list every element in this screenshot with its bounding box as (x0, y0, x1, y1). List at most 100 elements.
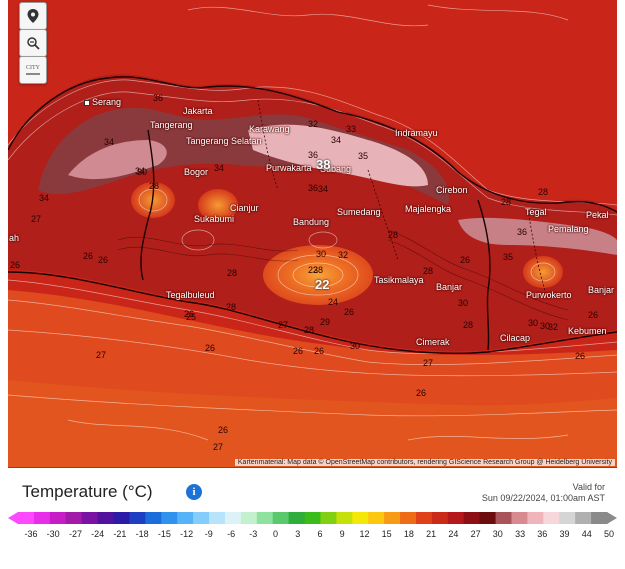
hot-core-west (68, 140, 167, 180)
isotherm-label: 26 (460, 255, 471, 265)
locate-button[interactable] (19, 2, 47, 30)
isotherm-label: 28 (423, 266, 434, 276)
isotherm-label: 35 (358, 151, 369, 161)
city-subang[interactable]: Subang (320, 164, 352, 174)
city-tegal[interactable]: Tegal (525, 207, 547, 217)
city-label-icon: CITY (26, 65, 40, 71)
temperature-map[interactable]: CITY Serang Jakarta Tangerang Tangerang … (8, 0, 617, 468)
isotherm-label: 26 (184, 309, 195, 319)
isotherm-label-min: 22 (315, 277, 330, 292)
scale-swatch (352, 512, 369, 524)
scale-swatch (447, 512, 465, 524)
scale-swatch (256, 512, 274, 524)
city-tangerang[interactable]: Tangerang (150, 120, 193, 130)
city-banjarnegara[interactable]: Banjar (588, 285, 615, 295)
isotherm-label: 36 (308, 183, 319, 193)
scale-swatch (81, 512, 99, 524)
city-purwokerto[interactable]: Purwokerto (526, 290, 572, 300)
isotherm-label: 25 (186, 312, 197, 322)
scale-tick-label: 36 (537, 529, 548, 539)
scale-tick-label: 0 (272, 529, 279, 539)
city-serang[interactable]: Serang (84, 97, 121, 107)
city-label-icon-bar (26, 73, 40, 75)
isotherm-label: 27 (423, 358, 434, 368)
admin-borders (8, 76, 617, 354)
city-cirebon[interactable]: Cirebon (436, 185, 468, 195)
scale-swatch (113, 512, 130, 524)
scale-swatch (415, 512, 433, 524)
zoom-out-button[interactable] (19, 29, 47, 57)
scale-tick-label: -21 (113, 529, 127, 539)
sea-south-outer (8, 380, 617, 467)
cool-zone-purwokerto (523, 256, 563, 288)
map-attribution[interactable]: Kartenmaterial: Map data © OpenStreetMap… (234, 459, 615, 466)
scale-swatch (209, 512, 226, 524)
city-bogor[interactable]: Bogor (184, 167, 209, 177)
isotherm-label: 30 (528, 318, 539, 328)
city-jakarta[interactable]: Jakarta (183, 106, 213, 116)
map-canvas[interactable] (8, 0, 617, 467)
scale-tick-label: 39 (559, 529, 570, 539)
scale-tick-label: -6 (227, 529, 236, 539)
hot-core-north (248, 124, 428, 187)
scale-swatch (320, 512, 337, 524)
scale-tick-label: -9 (204, 529, 213, 539)
isotherm-label: 36 (308, 150, 319, 160)
scale-tick-label: -12 (180, 529, 194, 539)
cool-zone-cianjur (198, 189, 238, 221)
scale-swatch (193, 512, 210, 524)
scale-swatch (463, 512, 481, 524)
city-kebumen[interactable]: Kebumen (568, 326, 607, 336)
city-toggle-button[interactable]: CITY (19, 56, 47, 84)
city-purwakarta[interactable]: Purwakarta (266, 163, 312, 173)
scale-swatch (527, 512, 544, 524)
city-cilacap[interactable]: Cilacap (500, 333, 531, 343)
city-tangerang-selatan[interactable]: Tangerang Selatan (186, 136, 262, 146)
city-banjar[interactable]: Banjar (436, 282, 463, 292)
scale-swatch (97, 512, 115, 524)
valid-for-label: Valid for (572, 482, 605, 492)
city-pemalang[interactable]: Pemalang (548, 224, 589, 234)
isotherm-label: 30 (540, 321, 551, 331)
isotherm-label: 24 (328, 297, 339, 307)
city-cimerak[interactable]: Cimerak (416, 337, 450, 347)
city-majalengka[interactable]: Majalengka (405, 204, 452, 214)
city-edge-west[interactable]: ah (9, 233, 20, 243)
scale-tick-label: -36 (24, 529, 38, 539)
isotherm-label: 36 (153, 93, 164, 103)
city-tasikmalaya[interactable]: Tasikmalaya (374, 275, 424, 285)
city-cianjur[interactable]: Cianjur (230, 203, 259, 213)
isotherm-label: 28 (304, 325, 315, 335)
city-tegalbuleud[interactable]: Tegalbuleud (166, 290, 215, 300)
city-pekalongan[interactable]: Pekal (586, 210, 609, 220)
isotherm-label: 30 (350, 341, 361, 351)
scale-tick-label: -24 (91, 529, 105, 539)
isotherm-label: 34 (331, 135, 342, 145)
scale-swatch (304, 512, 321, 524)
scale-swatch (543, 512, 560, 524)
scale-tick-label: 3 (295, 529, 301, 539)
isotherm-dark-lines (117, 229, 569, 321)
scale-tick-label: -30 (46, 529, 60, 539)
location-pin-icon (27, 9, 39, 23)
info-icon[interactable]: i (186, 484, 202, 500)
isotherm-label: 23 (308, 265, 319, 275)
city-sukabumi[interactable]: Sukabumi (194, 214, 235, 224)
isotherm-label: 28 (463, 320, 474, 330)
city-karawang[interactable]: Karawang (249, 124, 290, 134)
isotherm-label: 28 (538, 187, 549, 197)
city-indramayu[interactable]: Indramayu (395, 128, 438, 138)
scale-swatch (65, 512, 83, 524)
scale-swatch (479, 512, 497, 524)
city-sumedang[interactable]: Sumedang (337, 207, 381, 217)
legend-title: Temperature (°C) (22, 482, 153, 501)
isotherm-label: 28 (226, 302, 237, 312)
scale-swatch (18, 512, 35, 524)
color-scale (8, 512, 617, 524)
zoom-out-icon (27, 37, 40, 50)
isotherm-label: 30 (458, 298, 469, 308)
scale-swatch (495, 512, 512, 524)
isotherm-label: 34 (135, 166, 146, 176)
city-bandung[interactable]: Bandung (293, 217, 330, 227)
isotherm-label: 32 (548, 322, 559, 332)
